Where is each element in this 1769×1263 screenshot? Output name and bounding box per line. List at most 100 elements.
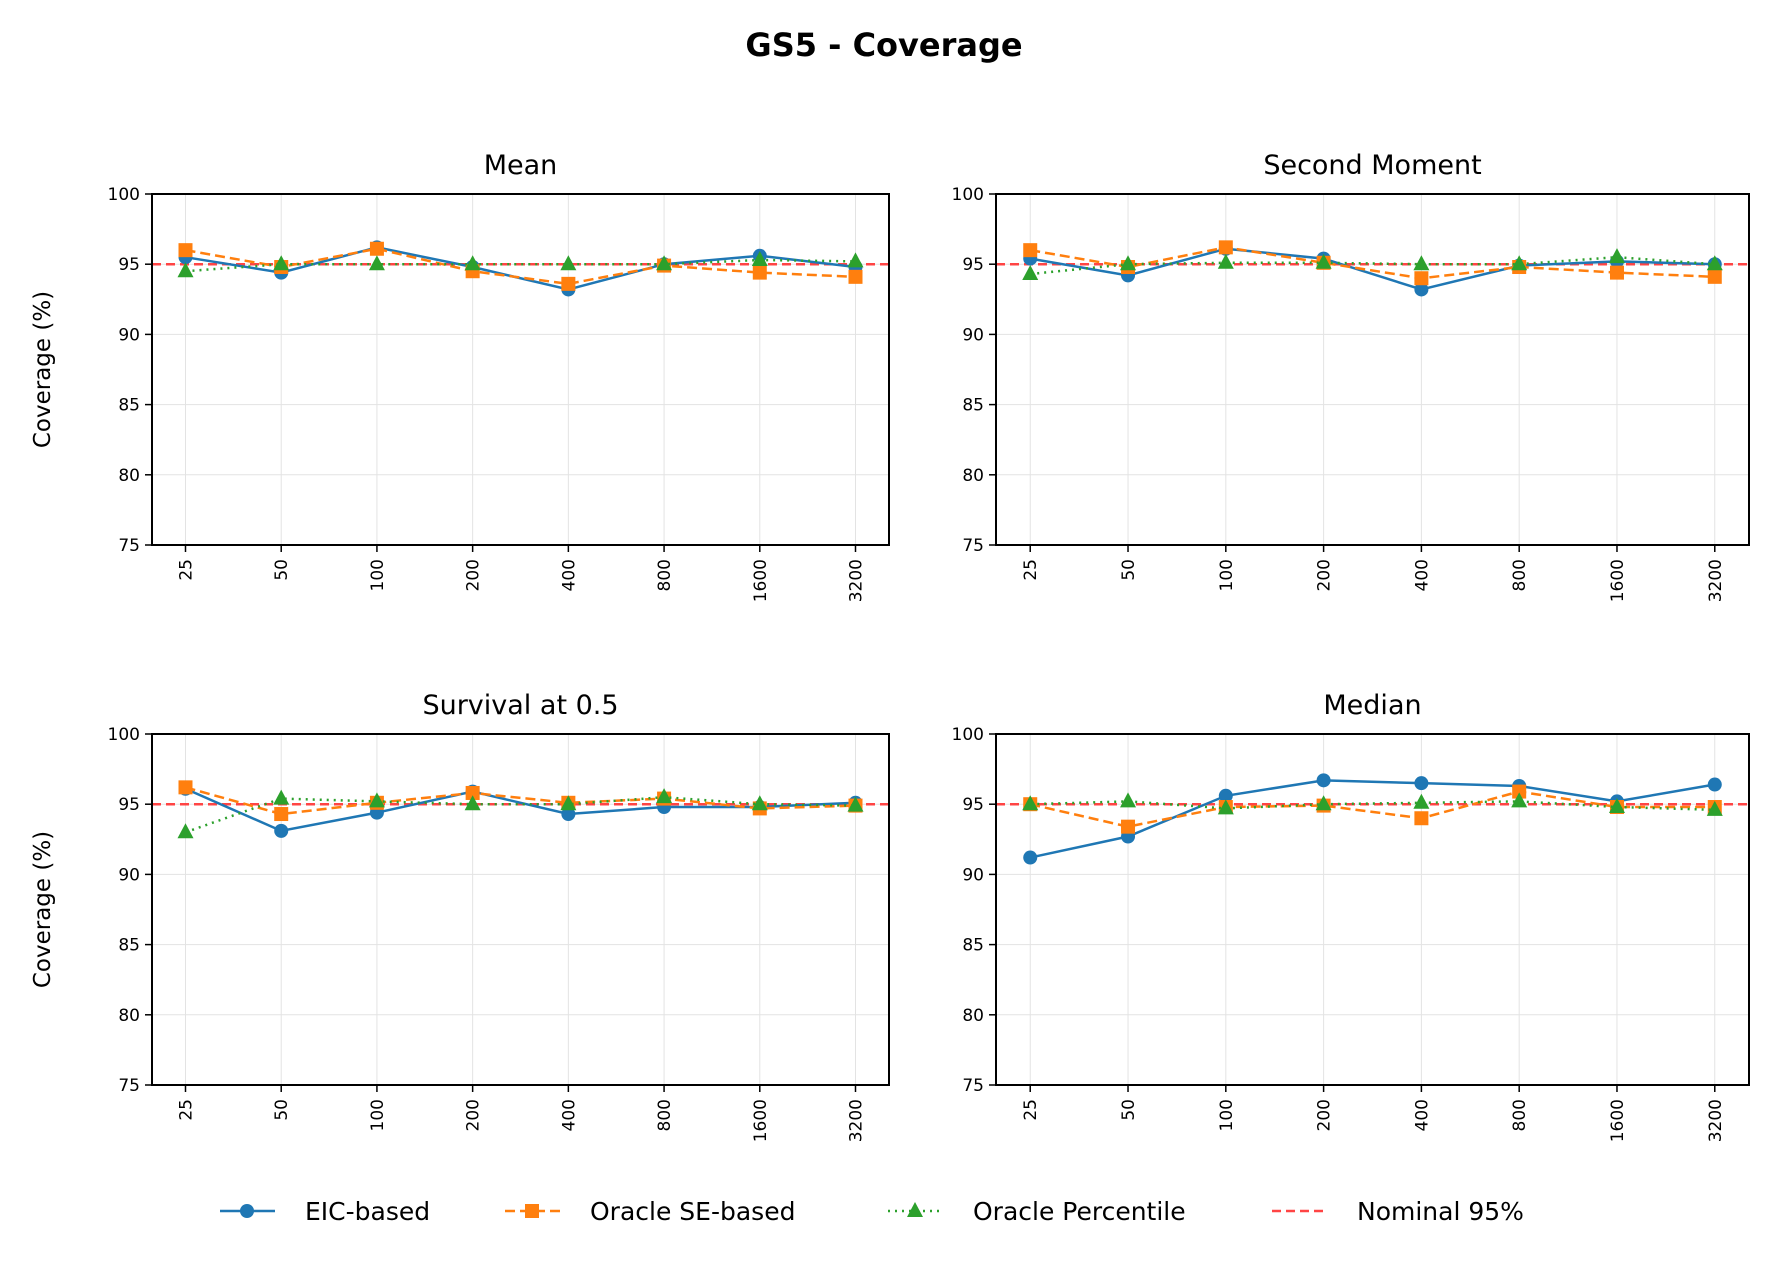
axes-frame	[995, 193, 1750, 546]
panel-title: Median	[1323, 690, 1421, 721]
axes-frame	[995, 733, 1750, 1086]
data-point-oracle-se-based	[1707, 269, 1722, 284]
y-tick-label: 90	[118, 325, 140, 345]
x-tick-label: 25	[1021, 1099, 1041, 1121]
data-point-oracle-se-based	[1121, 819, 1136, 834]
y-tick-label: 85	[962, 936, 984, 956]
data-point-oracle-se-based	[848, 269, 863, 284]
data-point-oracle-se-based	[369, 241, 384, 256]
y-tick-label: 95	[962, 795, 984, 815]
y-tick-label: 100	[952, 185, 984, 205]
y-tick-label: 85	[962, 396, 984, 416]
panel-title: Survival at 0.5	[422, 690, 618, 721]
data-point-oracle-percentile	[1217, 799, 1234, 815]
data-point-oracle-percentile	[177, 823, 194, 839]
x-tick-label: 100	[1217, 1099, 1237, 1131]
data-point-oracle-se-based	[1414, 271, 1429, 286]
y-tick-label: 80	[118, 466, 140, 486]
series-line-eic-based	[1029, 779, 1715, 859]
panel-second-moment: Second Moment 75 80 85 90 95 100 25 50 100 200 400 8…	[952, 150, 1750, 602]
y-tick-label: 100	[952, 725, 984, 745]
legend-label: Oracle Percentile	[973, 1197, 1186, 1226]
panel-title: Mean	[484, 150, 558, 181]
series-line-oracle-se-based	[1029, 790, 1715, 828]
data-point-oracle-percentile	[1022, 795, 1039, 811]
series-line-oracle-se-based	[1030, 246, 1715, 280]
data-point-oracle-se-based	[465, 785, 480, 800]
data-point-oracle-percentile	[368, 792, 385, 808]
y-tick-label: 75	[118, 1076, 140, 1096]
x-tick-label: 25	[177, 1099, 197, 1121]
legend-marker	[907, 1202, 923, 1217]
y-tick-label: 95	[962, 255, 984, 275]
data-point-oracle-percentile	[1608, 798, 1625, 814]
data-point-oracle-percentile	[1608, 248, 1625, 264]
data-point-oracle-percentile	[847, 796, 864, 812]
x-tick-label: 50	[1119, 559, 1139, 581]
data-point-oracle-percentile	[847, 252, 864, 268]
y-tick-label: 90	[962, 865, 984, 885]
x-tick-label: 3200	[847, 559, 867, 602]
panel-mean: Mean 75 80 85 90 95 100 25 50 100 200 400 800 1600 320…	[30, 150, 890, 602]
data-point-oracle-se-based	[274, 807, 289, 822]
legend-label: EIC-based	[305, 1197, 430, 1226]
x-tick-label: 400	[1412, 559, 1432, 591]
y-tick-label: 85	[118, 396, 140, 416]
y-tick-label: 85	[118, 936, 140, 956]
y-tick-label: 80	[118, 1006, 140, 1026]
x-tick-label: 3200	[847, 1099, 867, 1142]
data-point-eic-based	[1316, 773, 1331, 788]
y-tick-label: 100	[108, 185, 140, 205]
x-tick-label: 800	[655, 559, 675, 591]
data-point-eic-based	[1023, 850, 1038, 865]
x-tick-label: 200	[1315, 559, 1335, 591]
x-tick-label: 1600	[751, 559, 771, 602]
data-point-oracle-percentile	[464, 255, 481, 271]
y-tick-label: 90	[962, 325, 984, 345]
x-tick-label: 25	[177, 559, 197, 581]
y-tick-label: 75	[962, 536, 984, 556]
data-point-eic-based	[1414, 282, 1429, 297]
data-point-oracle-percentile	[656, 788, 673, 804]
legend-marker	[525, 1204, 539, 1218]
x-tick-label: 3200	[1706, 1099, 1726, 1142]
x-tick-label: 100	[368, 559, 388, 591]
series-line-oracle-se-based	[185, 786, 856, 816]
panel-median: Median 75 80 85 90 95 100 25 50 100 200 400 800 1600 3…	[952, 690, 1750, 1142]
series-line-eic-based	[1030, 247, 1715, 291]
series-line-eic-based	[185, 246, 856, 291]
x-tick-label: 200	[1315, 1099, 1335, 1131]
data-point-oracle-percentile	[273, 789, 290, 805]
data-point-oracle-percentile	[1511, 255, 1528, 271]
y-tick-label: 80	[962, 466, 984, 486]
data-point-oracle-se-based	[1414, 811, 1429, 826]
x-tick-label: 25	[1021, 559, 1041, 581]
data-point-oracle-percentile	[1511, 792, 1528, 808]
y-tick-label: 100	[108, 725, 140, 745]
data-point-oracle-percentile	[560, 795, 577, 811]
x-tick-label: 1600	[751, 1099, 771, 1142]
x-tick-label: 800	[655, 1099, 675, 1131]
x-tick-label: 800	[1510, 559, 1530, 591]
data-point-eic-based	[1707, 777, 1722, 792]
data-point-eic-based	[274, 823, 289, 838]
data-point-oracle-percentile	[751, 250, 768, 266]
x-tick-label: 800	[1510, 1099, 1530, 1131]
data-point-oracle-se-based	[1609, 265, 1624, 280]
legend-label: Nominal 95%	[1357, 1197, 1524, 1226]
data-point-oracle-se-based	[752, 265, 767, 280]
data-point-oracle-se-based	[178, 780, 193, 795]
data-point-oracle-percentile	[1315, 795, 1332, 811]
data-point-oracle-percentile	[656, 255, 673, 271]
data-point-eic-based	[1218, 788, 1233, 803]
data-point-oracle-se-based	[1218, 240, 1233, 255]
x-tick-label: 50	[272, 559, 292, 581]
x-tick-label: 200	[464, 559, 484, 591]
data-point-oracle-se-based	[1512, 784, 1527, 799]
data-point-oracle-percentile	[1120, 792, 1137, 808]
y-tick-label: 90	[118, 865, 140, 885]
legend-marker	[240, 1204, 254, 1218]
x-tick-label: 50	[272, 1099, 292, 1121]
series-line-oracle-se-based	[185, 247, 856, 286]
